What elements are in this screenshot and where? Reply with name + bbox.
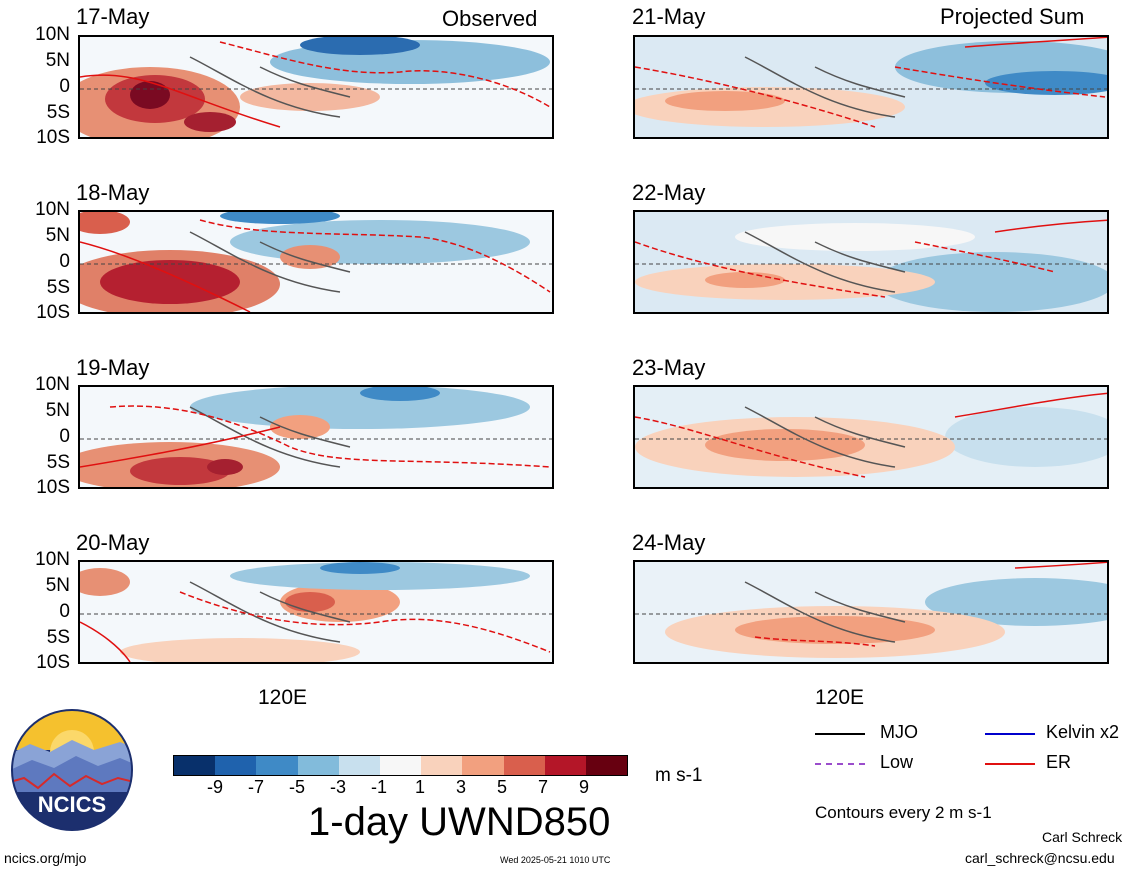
lat-label: 5S [46, 627, 70, 648]
colorbar-label: -1 [370, 777, 387, 797]
lat-label: 5N [45, 50, 70, 71]
lat-label: 0 [59, 426, 70, 447]
map-panel [633, 385, 1109, 489]
email: carl_schreck@ncsu.edu [965, 850, 1115, 866]
map-panel [633, 35, 1109, 139]
wind-map [80, 37, 552, 137]
wind-map [635, 212, 1107, 312]
lat-label: 5N [45, 400, 70, 421]
lat-label: 0 [59, 251, 70, 272]
kelvin-line-swatch [985, 733, 1035, 735]
lat-label: 10S [36, 302, 70, 323]
lat-label: 5S [46, 277, 70, 298]
colorbar-label: -3 [329, 777, 346, 797]
colorbar-label: 3 [455, 777, 466, 797]
colorbar-swatch [462, 756, 504, 775]
colorbar-label: 7 [537, 777, 548, 797]
colorbar-swatch [297, 756, 339, 775]
legend-kelvin: Kelvin x2 [1046, 722, 1120, 742]
legend-er: ER [1046, 752, 1072, 772]
colorbar-swatch [338, 756, 380, 775]
lat-label: 10S [36, 652, 70, 673]
colorbar [173, 755, 628, 776]
wind-map [80, 212, 552, 312]
panel-date: 18-May [76, 180, 150, 205]
colorbar-swatch [379, 756, 422, 775]
colorbar-swatch [174, 756, 216, 775]
colorbar-label: 9 [578, 777, 589, 797]
er-line-swatch [985, 763, 1035, 765]
logo-icon [11, 709, 133, 831]
lat-label: 10S [36, 127, 70, 148]
colorbar-label: -5 [288, 777, 305, 797]
lat-label: 10S [36, 477, 70, 498]
observed-title: Observed [442, 6, 538, 31]
colorbar-swatch [503, 756, 545, 775]
contours-note: Contours every 2 m s-1 [815, 803, 992, 822]
author: Carl Schreck [1042, 829, 1123, 845]
lat-label: 0 [59, 601, 70, 622]
colorbar-label: -7 [247, 777, 264, 797]
lat-label: 5S [46, 452, 70, 473]
colorbar-swatch [544, 756, 586, 775]
lat-label: 5N [45, 575, 70, 596]
lon-label-right: 120E [815, 686, 865, 709]
url-text: ncics.org/mjo [4, 850, 87, 866]
wind-map [635, 37, 1107, 137]
lat-label: 10N [35, 374, 70, 395]
lat-label: 0 [59, 76, 70, 97]
colorbar-swatch [256, 756, 298, 775]
lat-label: 5S [46, 102, 70, 123]
colorbar-swatch [215, 756, 257, 775]
panel-date: 21-May [632, 4, 706, 29]
wind-map [635, 387, 1107, 487]
logo-text: NCICS [37, 792, 107, 817]
map-panel [78, 210, 554, 314]
projected-title: Projected Sum [940, 4, 1085, 29]
colorbar-label: -9 [206, 777, 223, 797]
panel-date: 17-May [76, 4, 150, 29]
colorbar-label: 1 [414, 777, 425, 797]
wind-map [80, 387, 552, 487]
panel-date: 20-May [76, 530, 150, 555]
colorbar-swatch [585, 756, 628, 775]
lon-label-left: 120E [258, 686, 308, 709]
legend-mjo: MJO [880, 722, 918, 742]
lat-label: 5N [45, 225, 70, 246]
map-panel [78, 560, 554, 664]
panel-date: 24-May [632, 530, 706, 555]
colorbar-label: 5 [496, 777, 507, 797]
lat-label: 10N [35, 199, 70, 220]
wind-map [635, 562, 1107, 662]
colorbar-units: m s-1 [655, 765, 703, 786]
low-line-swatch [815, 763, 865, 765]
chart-title: 1-day UWND850 [308, 800, 611, 844]
map-panel [633, 210, 1109, 314]
lat-label: 10N [35, 24, 70, 45]
panel-date: 19-May [76, 355, 150, 380]
wind-map [80, 562, 552, 662]
mjo-line-swatch [815, 733, 865, 735]
map-panel [633, 560, 1109, 664]
map-panel [78, 35, 554, 139]
timestamp: Wed 2025-05-21 1010 UTC [500, 855, 611, 865]
legend-low: Low [880, 752, 914, 772]
ncics-logo: NCICS [10, 708, 134, 832]
colorbar-swatch [421, 756, 463, 775]
map-panel [78, 385, 554, 489]
panel-date: 23-May [632, 355, 706, 380]
lat-label: 10N [35, 549, 70, 570]
panel-date: 22-May [632, 180, 706, 205]
